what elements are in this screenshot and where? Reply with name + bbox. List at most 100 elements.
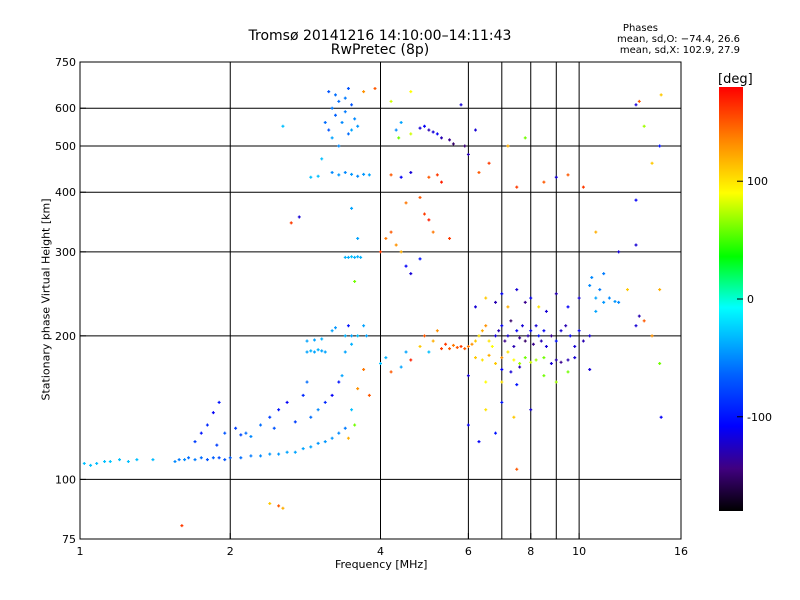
data-point [384, 356, 388, 360]
data-point [542, 356, 546, 360]
data-point [389, 230, 393, 234]
data-point [173, 460, 177, 464]
data-point [650, 334, 654, 338]
data-point [642, 319, 646, 323]
data-point [594, 309, 598, 313]
data-point [658, 288, 662, 292]
data-point [356, 124, 360, 128]
x-tick-label: 6 [465, 545, 472, 558]
data-point [573, 344, 577, 348]
x-tick-label: 8 [527, 545, 534, 558]
data-point [353, 279, 357, 283]
data-point [444, 342, 448, 346]
data-point [431, 230, 435, 234]
data-point [418, 195, 422, 199]
data-point [455, 346, 459, 350]
data-point [365, 334, 369, 338]
data-point [526, 334, 530, 338]
data-point [613, 300, 617, 304]
data-point [350, 342, 354, 346]
data-point [523, 136, 527, 140]
data-point [634, 324, 638, 328]
data-point [484, 408, 488, 412]
y-tick-label: 200 [55, 330, 76, 343]
data-point [500, 356, 504, 360]
data-point [484, 380, 488, 384]
data-point [373, 86, 377, 90]
data-point [529, 360, 533, 364]
data-point [431, 130, 435, 134]
data-point [573, 356, 577, 360]
data-point [297, 215, 301, 219]
data-point [431, 339, 435, 343]
data-point [598, 288, 602, 292]
data-point [512, 344, 516, 348]
data-point [217, 400, 221, 404]
data-point [340, 374, 344, 378]
data-point [293, 420, 297, 424]
data-point [135, 458, 139, 462]
data-point [473, 305, 477, 309]
data-point [466, 152, 470, 156]
data-point [427, 128, 431, 132]
data-point [490, 344, 494, 348]
data-point [343, 334, 347, 338]
data-point [554, 339, 558, 343]
data-point [356, 387, 360, 391]
data-point [607, 296, 611, 300]
data-point [346, 436, 350, 440]
data-point [448, 236, 452, 240]
data-point [285, 400, 289, 404]
data-point [634, 103, 638, 107]
data-point [399, 175, 403, 179]
x-tick-label: 1 [77, 545, 84, 558]
data-point [82, 461, 86, 465]
phase-stats-heading: Phases [622, 23, 658, 34]
data-point [320, 349, 324, 353]
chart-subtitle: RwPretec (8p) [330, 42, 430, 58]
data-point [451, 343, 455, 347]
data-point [409, 170, 413, 174]
data-point [409, 132, 413, 136]
x-tick-label: 10 [572, 545, 586, 558]
data-point [451, 142, 455, 146]
data-point [103, 460, 107, 464]
data-point [223, 431, 227, 435]
data-point [409, 272, 413, 276]
data-point [323, 440, 327, 444]
data-point [217, 456, 221, 460]
data-point [356, 236, 360, 240]
data-point [346, 255, 350, 259]
data-point [484, 324, 488, 328]
data-point [588, 367, 592, 371]
phase-stats-x: mean, sd,X: 102.9, 27.9 [619, 45, 740, 56]
data-point [602, 300, 606, 304]
data-point [531, 342, 535, 346]
data-point [211, 456, 215, 460]
data-point [523, 300, 527, 304]
data-point [199, 456, 203, 460]
chart-title: Tromsø 20141216 14:10:00–14:11:43 [248, 28, 512, 44]
x-tick-label: 2 [227, 545, 234, 558]
data-point [293, 450, 297, 454]
data-point [350, 206, 354, 210]
data-point [367, 173, 371, 177]
data-point [477, 334, 481, 338]
data-point [205, 423, 209, 427]
data-point [343, 96, 347, 100]
data-point [379, 250, 382, 254]
data-point [223, 458, 227, 462]
data-point [305, 350, 309, 354]
data-point [337, 380, 341, 384]
data-point [534, 324, 538, 328]
y-axis-label: Stationary phase Virtual Height [km] [39, 198, 53, 401]
data-point [590, 276, 594, 280]
data-point [333, 113, 337, 117]
data-point [350, 408, 354, 412]
data-point [337, 173, 341, 177]
data-point [305, 339, 309, 343]
data-point [477, 170, 481, 174]
data-point [459, 103, 463, 107]
y-axis-ticks: 75 100 200 300 400 500 600 750 [55, 56, 86, 546]
data-point [346, 324, 350, 328]
